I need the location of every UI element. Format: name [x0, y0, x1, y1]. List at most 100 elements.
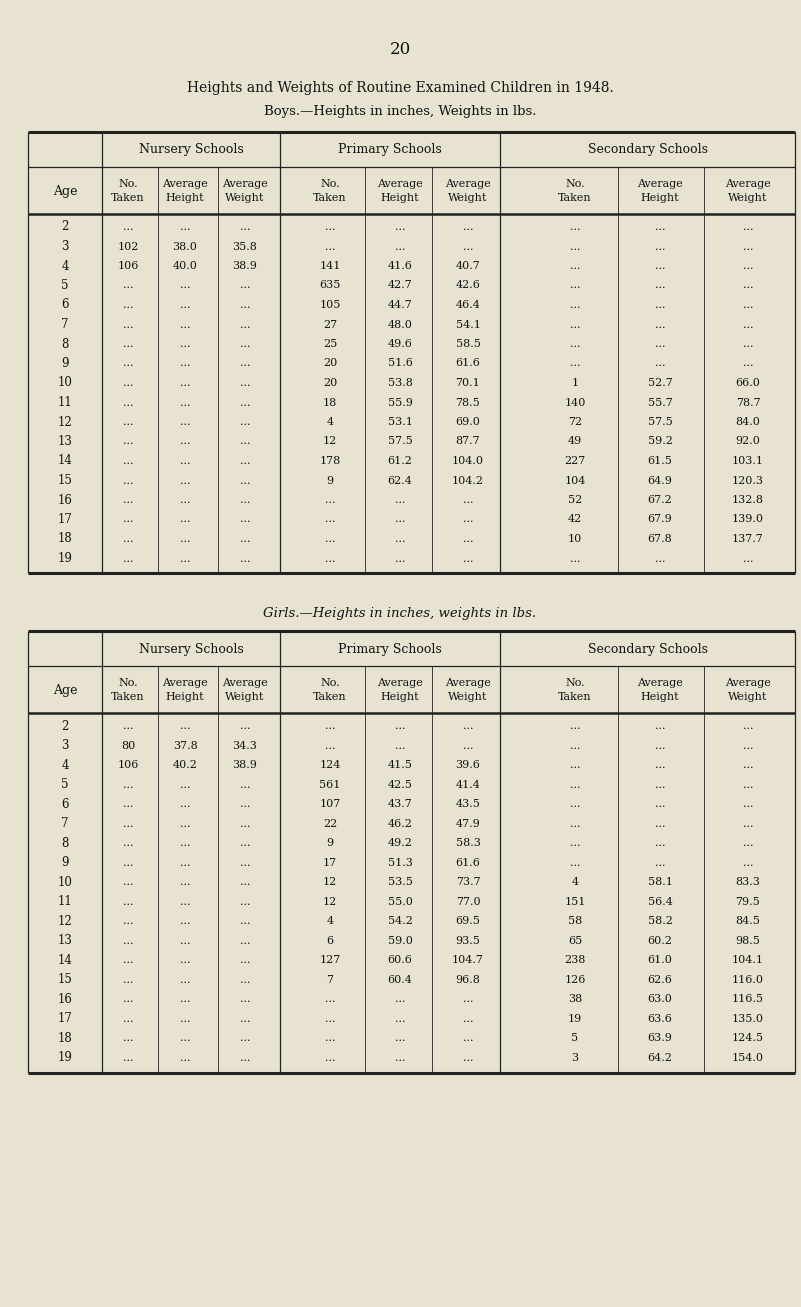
- Text: 15: 15: [58, 974, 72, 987]
- Text: 19: 19: [58, 552, 72, 565]
- Text: 38: 38: [568, 995, 582, 1004]
- Text: ...: ...: [463, 1052, 473, 1063]
- Text: ...: ...: [324, 1034, 336, 1043]
- Text: ...: ...: [179, 301, 191, 310]
- Text: 6: 6: [61, 797, 69, 810]
- Text: 43.5: 43.5: [456, 800, 481, 809]
- Text: 12: 12: [58, 915, 72, 928]
- Text: 178: 178: [320, 456, 340, 467]
- Text: ...: ...: [463, 995, 473, 1004]
- Text: ...: ...: [239, 553, 250, 563]
- Text: ...: ...: [123, 936, 133, 946]
- Text: 61.0: 61.0: [647, 955, 672, 966]
- Text: ...: ...: [324, 242, 336, 251]
- Text: ...: ...: [123, 515, 133, 524]
- Text: 70.1: 70.1: [456, 378, 481, 388]
- Text: Weight: Weight: [225, 193, 264, 203]
- Text: ...: ...: [179, 515, 191, 524]
- Text: ...: ...: [570, 261, 580, 271]
- Text: ...: ...: [463, 741, 473, 750]
- Text: ...: ...: [654, 741, 666, 750]
- Text: ...: ...: [123, 476, 133, 485]
- Text: ...: ...: [654, 301, 666, 310]
- Text: 69.5: 69.5: [456, 916, 481, 927]
- Text: ...: ...: [179, 936, 191, 946]
- Text: ...: ...: [179, 800, 191, 809]
- Text: ...: ...: [463, 1034, 473, 1043]
- Text: ...: ...: [179, 222, 191, 233]
- Text: 51.6: 51.6: [388, 358, 413, 369]
- Text: ...: ...: [239, 1034, 250, 1043]
- Text: Average: Average: [637, 678, 683, 689]
- Text: ...: ...: [179, 495, 191, 505]
- Text: 12: 12: [323, 897, 337, 907]
- Text: 27: 27: [323, 319, 337, 329]
- Text: ...: ...: [179, 339, 191, 349]
- Text: ...: ...: [654, 242, 666, 251]
- Text: No.: No.: [119, 678, 138, 689]
- Text: 1: 1: [571, 378, 578, 388]
- Text: 63.9: 63.9: [647, 1034, 672, 1043]
- Text: 104.0: 104.0: [452, 456, 484, 467]
- Text: 12: 12: [58, 416, 72, 429]
- Text: ...: ...: [123, 535, 133, 544]
- Text: 49: 49: [568, 437, 582, 447]
- Text: ...: ...: [743, 857, 753, 868]
- Text: 106: 106: [117, 761, 139, 770]
- Text: 78.5: 78.5: [456, 397, 481, 408]
- Text: Height: Height: [380, 193, 419, 203]
- Text: ...: ...: [570, 838, 580, 848]
- Text: ...: ...: [395, 1014, 405, 1023]
- Text: ...: ...: [239, 995, 250, 1004]
- Text: 116.0: 116.0: [732, 975, 764, 984]
- Text: ...: ...: [123, 495, 133, 505]
- Text: Weight: Weight: [449, 693, 488, 702]
- Text: ...: ...: [395, 1034, 405, 1043]
- Text: 17: 17: [323, 857, 337, 868]
- Text: ...: ...: [179, 358, 191, 369]
- Text: 60.2: 60.2: [647, 936, 672, 946]
- Text: ...: ...: [123, 222, 133, 233]
- Text: Taken: Taken: [558, 193, 592, 203]
- Text: 42.5: 42.5: [388, 780, 413, 789]
- Text: 151: 151: [565, 897, 586, 907]
- Text: ...: ...: [239, 358, 250, 369]
- Text: ...: ...: [570, 857, 580, 868]
- Text: ...: ...: [239, 955, 250, 966]
- Text: Height: Height: [166, 193, 204, 203]
- Text: ...: ...: [324, 1052, 336, 1063]
- Text: 5: 5: [571, 1034, 578, 1043]
- Text: ...: ...: [324, 535, 336, 544]
- Text: ...: ...: [123, 780, 133, 789]
- Text: 103.1: 103.1: [732, 456, 764, 467]
- Text: 42.7: 42.7: [388, 281, 413, 290]
- Text: No.: No.: [119, 179, 138, 190]
- Text: 9: 9: [61, 856, 69, 869]
- Text: 2: 2: [62, 221, 69, 234]
- Text: Primary Schools: Primary Schools: [338, 643, 442, 656]
- Text: ...: ...: [463, 535, 473, 544]
- Text: 104.1: 104.1: [732, 955, 764, 966]
- Text: 54.1: 54.1: [456, 319, 481, 329]
- Text: 15: 15: [58, 474, 72, 488]
- Text: ...: ...: [743, 319, 753, 329]
- Text: 14: 14: [58, 455, 72, 468]
- Text: 3: 3: [571, 1052, 578, 1063]
- Text: ...: ...: [239, 1014, 250, 1023]
- Text: ...: ...: [123, 553, 133, 563]
- Text: ...: ...: [743, 339, 753, 349]
- Text: 49.6: 49.6: [388, 339, 413, 349]
- Text: 40.7: 40.7: [456, 261, 481, 271]
- Text: 635: 635: [320, 281, 340, 290]
- Text: ...: ...: [123, 721, 133, 731]
- Text: ...: ...: [654, 261, 666, 271]
- Text: 127: 127: [320, 955, 340, 966]
- Text: ...: ...: [179, 535, 191, 544]
- Text: 7: 7: [327, 975, 333, 984]
- Text: ...: ...: [123, 800, 133, 809]
- Text: 22: 22: [323, 818, 337, 829]
- Text: ...: ...: [570, 721, 580, 731]
- Text: 84.5: 84.5: [735, 916, 760, 927]
- Text: 62.6: 62.6: [647, 975, 672, 984]
- Text: 84.0: 84.0: [735, 417, 760, 427]
